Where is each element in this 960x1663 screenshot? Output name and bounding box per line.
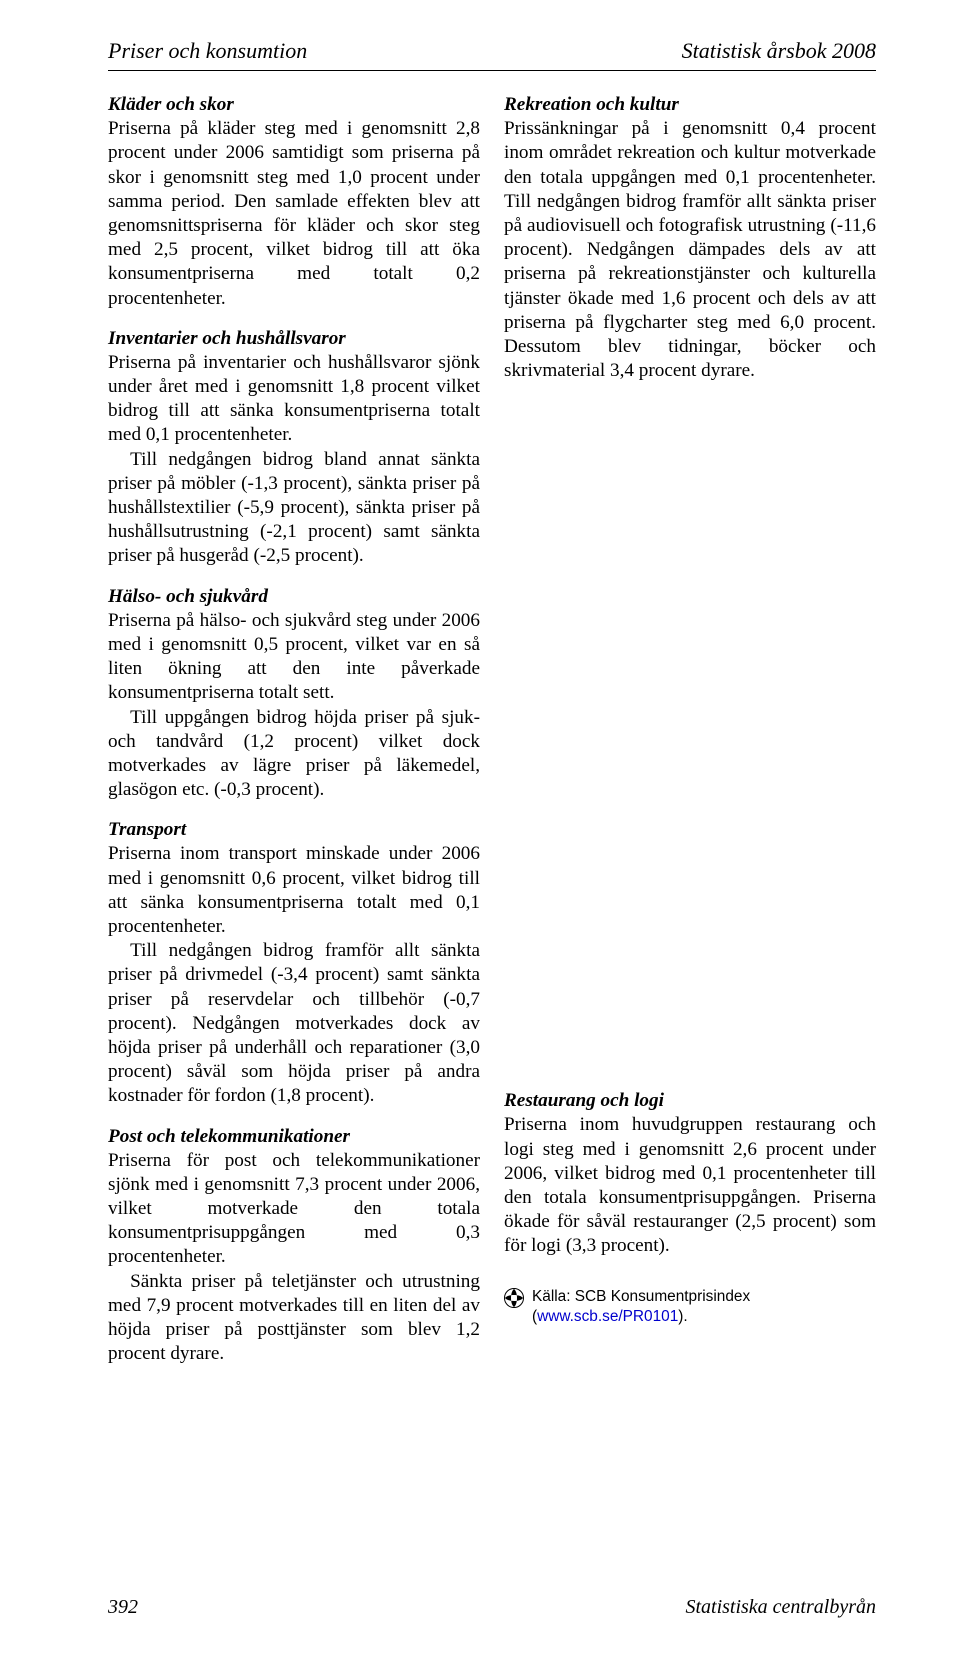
body-paragraph: Till nedgången bidrog framför allt sänkt… bbox=[108, 939, 480, 1108]
publisher-name: Statistiska centralbyrån bbox=[685, 1596, 876, 1619]
section-restaurang: Restaurang och logi Priserna inom huvudg… bbox=[504, 1089, 876, 1258]
body-paragraph: Priserna på kläder steg med i genomsnitt… bbox=[108, 117, 480, 311]
body-paragraph: Priserna på hälso- och sjukvård steg und… bbox=[108, 609, 480, 706]
header-left: Priser och konsumtion bbox=[108, 38, 307, 64]
page-number: 392 bbox=[108, 1596, 138, 1619]
body-paragraph: Priserna inom huvudgruppen restaurang oc… bbox=[504, 1113, 876, 1258]
body-paragraph: Till uppgången bidrog höjda priser på sj… bbox=[108, 706, 480, 803]
subheading-post-tele: Post och telekommunikationer bbox=[108, 1125, 480, 1149]
two-column-body: Kläder och skor Priserna på kläder steg … bbox=[108, 89, 876, 1366]
running-footer: 392 Statistiska centralbyrån bbox=[108, 1596, 876, 1619]
section-halso: Hälso- och sjukvård Priserna på hälso- o… bbox=[108, 585, 480, 803]
section-inventarier: Inventarier och hushållsvaror Priserna p… bbox=[108, 327, 480, 569]
section-rekreation: Rekreation och kultur Prissänkningar på … bbox=[504, 93, 876, 383]
body-paragraph: Prissänkningar på i genomsnitt 0,4 proce… bbox=[504, 117, 876, 383]
section-transport: Transport Priserna inom transport minska… bbox=[108, 818, 480, 1108]
running-header: Priser och konsumtion Statistisk årsbok … bbox=[108, 38, 876, 71]
page: Priser och konsumtion Statistisk årsbok … bbox=[0, 0, 960, 1663]
body-paragraph: Priserna på inventarier och hushållsvaro… bbox=[108, 351, 480, 448]
section-klader-skor: Kläder och skor Priserna på kläder steg … bbox=[108, 93, 480, 311]
subheading-inventarier: Inventarier och hushållsvaror bbox=[108, 327, 480, 351]
source-link[interactable]: www.scb.se/PR0101 bbox=[537, 1308, 678, 1325]
subheading-halso: Hälso- och sjukvård bbox=[108, 585, 480, 609]
source-text: Källa: SCB Konsumentprisindex (www.scb.s… bbox=[532, 1287, 876, 1329]
subheading-rekreation: Rekreation och kultur bbox=[504, 93, 876, 117]
source-tail: ). bbox=[678, 1308, 687, 1325]
left-column: Kläder och skor Priserna på kläder steg … bbox=[108, 89, 480, 1366]
subheading-restaurang: Restaurang och logi bbox=[504, 1089, 876, 1113]
source-icon bbox=[504, 1288, 524, 1308]
header-right: Statistisk årsbok 2008 bbox=[682, 38, 876, 64]
right-column: Rekreation och kultur Prissänkningar på … bbox=[504, 89, 876, 1366]
body-paragraph: Till nedgången bidrog bland annat sänkta… bbox=[108, 448, 480, 569]
column-gap bbox=[504, 383, 876, 1073]
body-paragraph: Sänkta priser på teletjänster och utrust… bbox=[108, 1270, 480, 1367]
subheading-transport: Transport bbox=[108, 818, 480, 842]
source-line: Källa: SCB Konsumentprisindex (www.scb.s… bbox=[504, 1287, 876, 1329]
subheading-klader-skor: Kläder och skor bbox=[108, 93, 480, 117]
section-post-tele: Post och telekommunikationer Priserna fö… bbox=[108, 1125, 480, 1367]
body-paragraph: Priserna inom transport minskade under 2… bbox=[108, 842, 480, 939]
body-paragraph: Priserna för post och telekommunikatione… bbox=[108, 1149, 480, 1270]
